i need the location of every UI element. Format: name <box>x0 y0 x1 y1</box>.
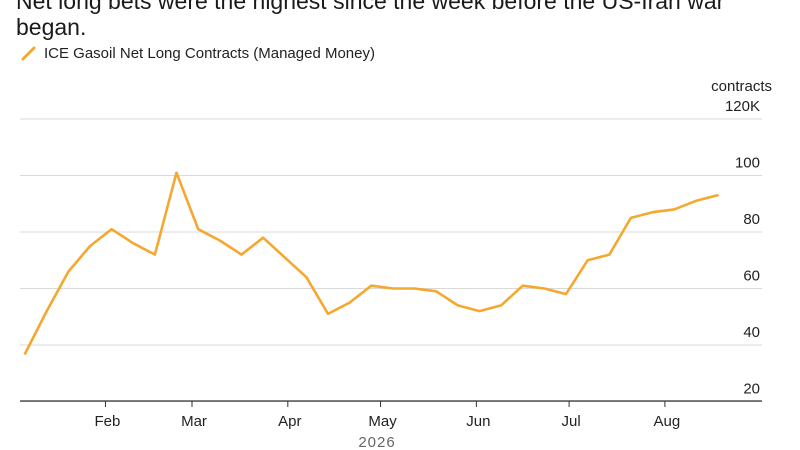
y-tick-label: 60 <box>743 268 760 285</box>
x-axis <box>20 400 762 407</box>
y-tick-label: 100 <box>735 155 760 172</box>
y-tick-label: 120K <box>725 98 760 115</box>
x-tick-label: Jul <box>561 413 580 430</box>
x-tick-label: Mar <box>181 413 207 430</box>
y-tick-label: 40 <box>743 324 760 341</box>
series-group <box>23 171 719 355</box>
x-tick-label: Feb <box>95 413 121 430</box>
legend-series-label: ICE Gasoil Net Long Contracts (Managed M… <box>44 45 375 62</box>
x-tick-label: Aug <box>654 413 681 430</box>
y-unit-label: contracts <box>711 78 772 95</box>
x-tick-label: Jun <box>466 413 490 430</box>
y-tick-labels: 120K 100 80 60 40 20 <box>725 98 760 398</box>
y-gridlines <box>20 118 762 402</box>
diagonal-line-icon <box>21 46 36 61</box>
x-tick-label: May <box>368 413 397 430</box>
x-tick-labels: Feb Mar Apr May Jun Jul Aug <box>95 413 681 430</box>
series-line <box>23 171 719 355</box>
x-tick-label: Apr <box>278 413 301 430</box>
y-tick-label: 80 <box>743 211 760 228</box>
y-tick-label: 20 <box>743 381 760 398</box>
chart-subtitle: Net long bets were the highest since the… <box>16 0 725 40</box>
chart-legend: ICE Gasoil Net Long Contracts (Managed M… <box>20 44 375 64</box>
x-year-label: 2026 <box>358 434 395 450</box>
